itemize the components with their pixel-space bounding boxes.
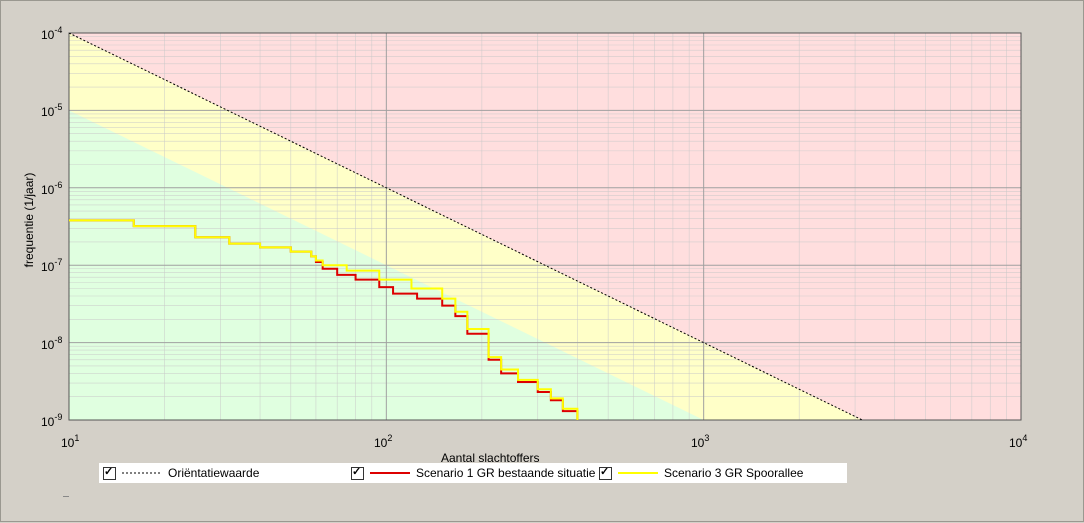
series-line-orientatiewaarde <box>69 33 863 420</box>
y-tick-label: 10-8 <box>41 335 63 352</box>
checkbox[interactable] <box>103 465 116 480</box>
x-tick-label: 101 <box>61 433 80 450</box>
legend-item-scenario-1[interactable]: Scenario 1 GR bestaande situatie <box>351 465 595 481</box>
checkbox[interactable] <box>351 465 364 480</box>
y-tick-label: 10-9 <box>41 412 63 429</box>
series-line-scenario-3 <box>69 219 579 420</box>
y-axis-label: frequentie (1/jaar) <box>22 172 36 268</box>
divider <box>63 496 69 497</box>
legend-label: Oriëntatiewaarde <box>168 466 260 480</box>
x-tick-label: 102 <box>374 433 393 450</box>
y-tick-label: 10-6 <box>41 180 63 197</box>
y-tick-label: 10-4 <box>41 25 63 42</box>
legend-label: Scenario 3 GR Spoorallee <box>664 466 804 480</box>
legend-swatch-red <box>370 472 410 474</box>
x-tick-label: 103 <box>691 433 710 450</box>
x-tick-label: 104 <box>1009 433 1028 450</box>
x-axis-label: Aantal slachtoffers <box>441 451 540 465</box>
legend-item-scenario-3[interactable]: Scenario 3 GR Spoorallee <box>599 465 803 481</box>
legend-swatch-dotted <box>122 472 162 474</box>
legend-swatch-yellow <box>618 472 658 474</box>
y-tick-label: 10-7 <box>41 257 63 274</box>
y-tick-label: 10-5 <box>41 102 63 119</box>
legend-label: Scenario 1 GR bestaande situatie <box>416 466 596 480</box>
checkbox[interactable] <box>599 465 612 480</box>
legend-item-orientatiewaarde[interactable]: Oriëntatiewaarde <box>103 465 259 481</box>
legend: Oriëntatiewaarde Scenario 1 GR bestaande… <box>99 463 847 483</box>
plot-border <box>68 32 1022 421</box>
